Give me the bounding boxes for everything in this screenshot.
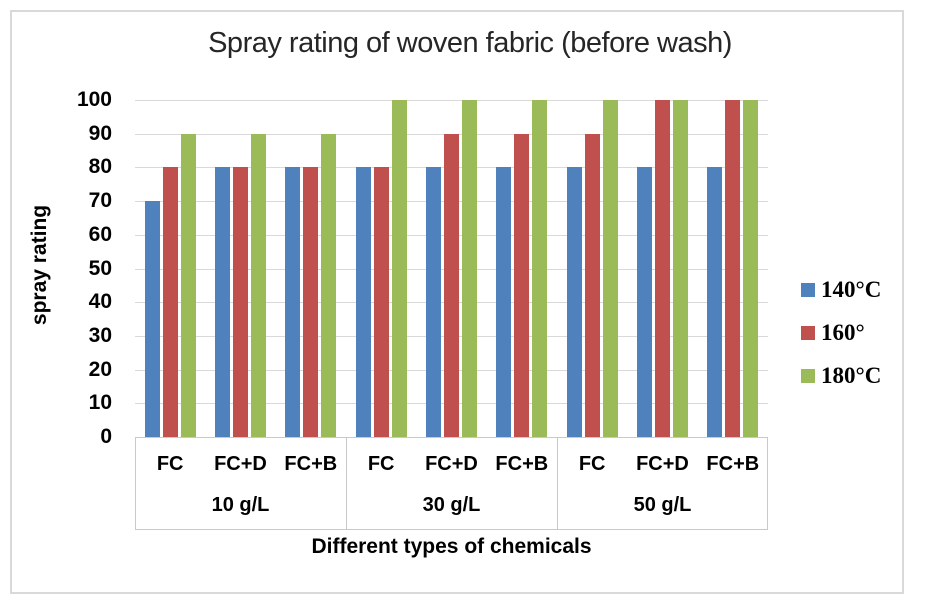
category-label: FC	[156, 453, 184, 475]
bar-cluster	[276, 100, 346, 437]
bar-160deg	[232, 167, 248, 437]
bar-140deg	[214, 167, 230, 437]
bar-140deg	[496, 167, 512, 437]
bar-180deg	[672, 100, 688, 437]
y-tick-label: 80	[88, 155, 112, 179]
group-label: 10 g/L	[211, 494, 270, 516]
bar-140deg	[636, 167, 652, 437]
legend-swatch-icon	[801, 369, 815, 383]
category-axis-box	[135, 437, 768, 530]
category-label: FC+B	[495, 453, 549, 475]
legend-item: 160°	[801, 320, 881, 346]
category-label: FC+D	[214, 453, 267, 475]
legend-label: 180°C	[821, 363, 882, 388]
bar-160deg	[654, 100, 670, 437]
y-tick-label: 20	[88, 357, 112, 381]
bar-180deg	[461, 100, 477, 437]
y-tick-label: 100	[76, 88, 112, 111]
bar-140deg	[425, 167, 441, 437]
bar-180deg	[250, 133, 266, 437]
y-tick-label: 70	[88, 189, 112, 213]
bar-180deg	[532, 100, 548, 437]
bar-cluster	[205, 100, 275, 437]
bar-180deg	[391, 100, 407, 437]
bar-140deg	[355, 167, 371, 437]
y-tick-label: 10	[88, 391, 112, 415]
bar-160deg	[584, 133, 600, 437]
bar-180deg	[743, 100, 759, 437]
group-label: 30 g/L	[422, 494, 481, 516]
category-label: FC+D	[425, 453, 478, 475]
bar-140deg	[707, 167, 723, 437]
bar-160deg	[303, 167, 319, 437]
bar-cluster	[557, 100, 627, 437]
y-tick-label: 0	[100, 425, 112, 448]
bar-140deg	[566, 167, 582, 437]
legend-item: 180°C	[801, 363, 881, 389]
y-tick-label: 90	[88, 121, 112, 145]
x-axis-title: Different types of chemicals	[311, 535, 592, 558]
category-label: FC	[367, 453, 395, 475]
bar-160deg	[725, 100, 741, 437]
group-divider	[557, 437, 558, 530]
gridline	[135, 100, 768, 101]
bar-140deg	[144, 201, 160, 437]
category-label: FC+D	[636, 453, 689, 475]
bar-160deg	[514, 133, 530, 437]
category-label: FC	[578, 453, 606, 475]
y-tick-label: 40	[88, 290, 112, 314]
y-tick-label: 30	[88, 323, 112, 347]
legend-label: 160°	[821, 320, 865, 345]
bar-160deg	[373, 167, 389, 437]
legend: 140°C 160° 180°C	[801, 277, 881, 389]
legend-swatch-icon	[801, 326, 815, 340]
group-divider	[346, 437, 347, 530]
category-label: FC+B	[284, 453, 338, 475]
bar-160deg	[162, 167, 178, 437]
bar-140deg	[285, 167, 301, 437]
legend-item: 140°C	[801, 277, 881, 303]
bar-cluster	[487, 100, 557, 437]
chart-title: Spray rating of woven fabric (before was…	[208, 27, 732, 59]
y-tick-label: 50	[88, 256, 112, 280]
legend-swatch-icon	[801, 283, 815, 297]
legend-label: 140°C	[821, 277, 882, 302]
bar-cluster	[698, 100, 768, 437]
bar-180deg	[321, 133, 337, 437]
plot-area	[135, 100, 768, 437]
bar-cluster	[135, 100, 205, 437]
category-label: FC+B	[706, 453, 760, 475]
group-label: 50 g/L	[633, 494, 692, 516]
bar-cluster	[416, 100, 486, 437]
bar-cluster	[627, 100, 697, 437]
bar-180deg	[180, 133, 196, 437]
bar-cluster	[346, 100, 416, 437]
bar-160deg	[443, 133, 459, 437]
y-tick-label: 60	[88, 222, 112, 246]
bar-180deg	[602, 100, 618, 437]
